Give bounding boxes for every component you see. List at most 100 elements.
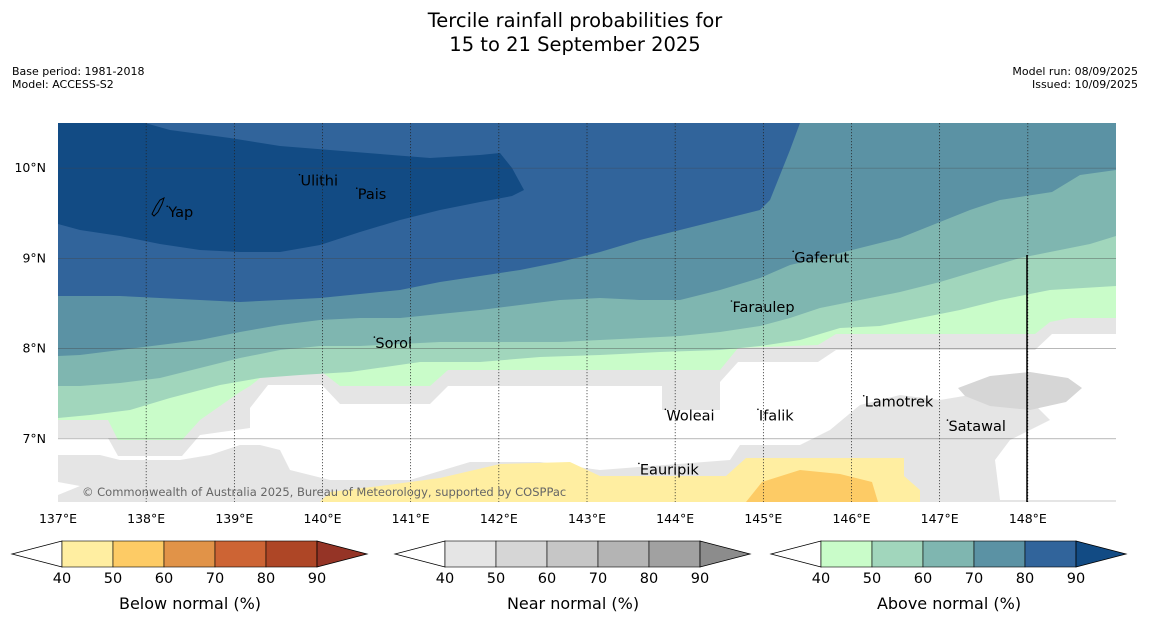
lon-tick-label: 138°E: [127, 511, 165, 526]
colorbar-segment: [214, 540, 267, 568]
colorbar-min-extension: [769, 540, 822, 568]
place-label: Pais: [358, 187, 387, 203]
colorbar-segment: [922, 540, 975, 568]
lat-tick-label: 8°N: [22, 341, 46, 356]
lon-tick-label: 144°E: [656, 511, 694, 526]
lon-tick-label: 148°E: [1009, 511, 1047, 526]
place-label: Yap: [167, 205, 193, 221]
place-marker: [862, 394, 865, 397]
colorbar-segment: [61, 540, 114, 568]
model-text: Model: ACCESS-S2: [12, 78, 114, 91]
map-title: Tercile rainfall probabilities for 15 to…: [0, 9, 1150, 57]
lon-tick-label: 143°E: [568, 511, 606, 526]
issued-text: Issued: 10/09/2025: [1031, 78, 1138, 91]
title-line-1: Tercile rainfall probabilities for: [427, 9, 723, 32]
lon-tick-label: 137°E: [39, 511, 77, 526]
title-line-2: 15 to 21 September 2025: [449, 33, 701, 56]
colorbar-tick-label: 50: [104, 571, 122, 587]
place-marker: [298, 173, 301, 176]
colorbar-segment: [495, 540, 548, 568]
lon-tick-label: 142°E: [480, 511, 518, 526]
model-run-text: Model run: 08/09/2025: [1012, 65, 1138, 78]
colorbar-segment: [265, 540, 318, 568]
place-label: Satawal: [948, 419, 1005, 435]
colorbar-tick-label: 60: [914, 571, 932, 587]
place-label: Woleai: [666, 408, 714, 424]
colorbar-tick-label: 90: [1067, 571, 1085, 587]
place-marker: [664, 408, 667, 411]
colorbar-min-extension: [393, 540, 446, 568]
lat-tick-label: 9°N: [22, 250, 46, 265]
place-label: Ulithi: [300, 174, 338, 190]
legend-title-near-normal: Near normal (%): [506, 594, 640, 613]
place-marker: [946, 419, 949, 421]
colorbar-tick-label: 70: [965, 571, 983, 587]
place-label: Sorol: [375, 336, 412, 352]
longitude-tick-labels: 137°E 138°E 139°E 140°E 141°E 142°E 143°E 144°E…: [39, 511, 1047, 526]
place-label: Faraulep: [732, 300, 794, 316]
colorbar-1: 40 50 60 70 80 90: [393, 540, 752, 587]
colorbar-segment: [112, 540, 165, 568]
colorbar-tick-label: 70: [206, 571, 224, 587]
lon-tick-label: 140°E: [303, 511, 341, 526]
place-marker: [730, 300, 733, 302]
place-label: Gaferut: [794, 250, 849, 266]
colorbar-tick-label: 90: [308, 571, 326, 587]
lon-tick-label: 139°E: [215, 511, 253, 526]
colorbar-tick-label: 80: [257, 571, 275, 587]
lon-tick-label: 147°E: [921, 511, 959, 526]
place-label: Lamotrek: [865, 395, 934, 411]
colorbar-segment: [973, 540, 1026, 568]
colorbar-segment: [597, 540, 650, 568]
lat-tick-label: 10°N: [14, 160, 46, 175]
lat-tick-label: 7°N: [22, 431, 46, 446]
place-marker: [355, 187, 358, 189]
colorbar-legends: 40 50 60 70 80 90 40 50 60 70 80 90 40 50 60 70 80 90: [10, 540, 1128, 587]
lon-tick-label: 145°E: [744, 511, 782, 526]
colorbar-segment: [871, 540, 924, 568]
colorbar-segment: [820, 540, 873, 568]
meta-right: Model run: 08/09/2025 Issued: 10/09/2025: [1012, 65, 1138, 91]
colorbar-tick-label: 50: [863, 571, 881, 587]
lon-tick-label: 146°E: [832, 511, 870, 526]
colorbar-tick-label: 40: [812, 571, 830, 587]
colorbar-tick-label: 40: [53, 571, 71, 587]
graticule: [58, 123, 1116, 502]
yap-island-outline: [151, 197, 165, 217]
base-period-text: Base period: 1981-2018: [12, 65, 145, 78]
colorbar-max-extension: [316, 540, 369, 568]
colorbar-max-extension: [699, 540, 752, 568]
colorbar-tick-label: 80: [640, 571, 658, 587]
colorbar-tick-label: 80: [1016, 571, 1034, 587]
colorbar-segment: [1024, 540, 1077, 568]
colorbar-max-extension: [1075, 540, 1128, 568]
lon-tick-label: 141°E: [392, 511, 430, 526]
colorbar-min-extension: [10, 540, 63, 568]
colorbar-segment: [546, 540, 599, 568]
place-labels: Ulithi Pais Yap Gaferut Faraulep Sorol Woleai I…: [166, 173, 1006, 478]
white-patch: [58, 482, 80, 495]
place-marker: [757, 408, 759, 411]
legend-title-below-normal: Below normal (%): [118, 594, 262, 613]
colorbar-tick-label: 60: [155, 571, 173, 587]
copyright-text: © Commonwealth of Australia 2025, Bureau…: [82, 485, 566, 499]
colorbar-tick-label: 50: [487, 571, 505, 587]
meta-left: Base period: 1981-2018 Model: ACCESS-S2: [12, 65, 144, 91]
below-normal-50-region: [746, 470, 878, 502]
colorbar-segment: [163, 540, 216, 568]
colorbar-tick-label: 90: [691, 571, 709, 587]
colorbar-tick-label: 70: [589, 571, 607, 587]
colorbar-segment: [444, 540, 497, 568]
colorbar-2: 40 50 60 70 80 90: [769, 540, 1128, 587]
place-marker: [792, 250, 794, 253]
place-label: Ifalik: [759, 408, 794, 424]
legend-title-above-normal: Above normal (%): [876, 594, 1022, 613]
place-marker: [638, 462, 640, 465]
colorbar-tick-label: 60: [538, 571, 556, 587]
colorbar-segment: [648, 540, 701, 568]
colorbar-tick-label: 40: [436, 571, 454, 587]
place-label: Eauripik: [640, 462, 699, 478]
place-marker: [373, 336, 376, 338]
latitude-tick-labels: 10°N 9°N 8°N 7°N: [14, 160, 46, 446]
